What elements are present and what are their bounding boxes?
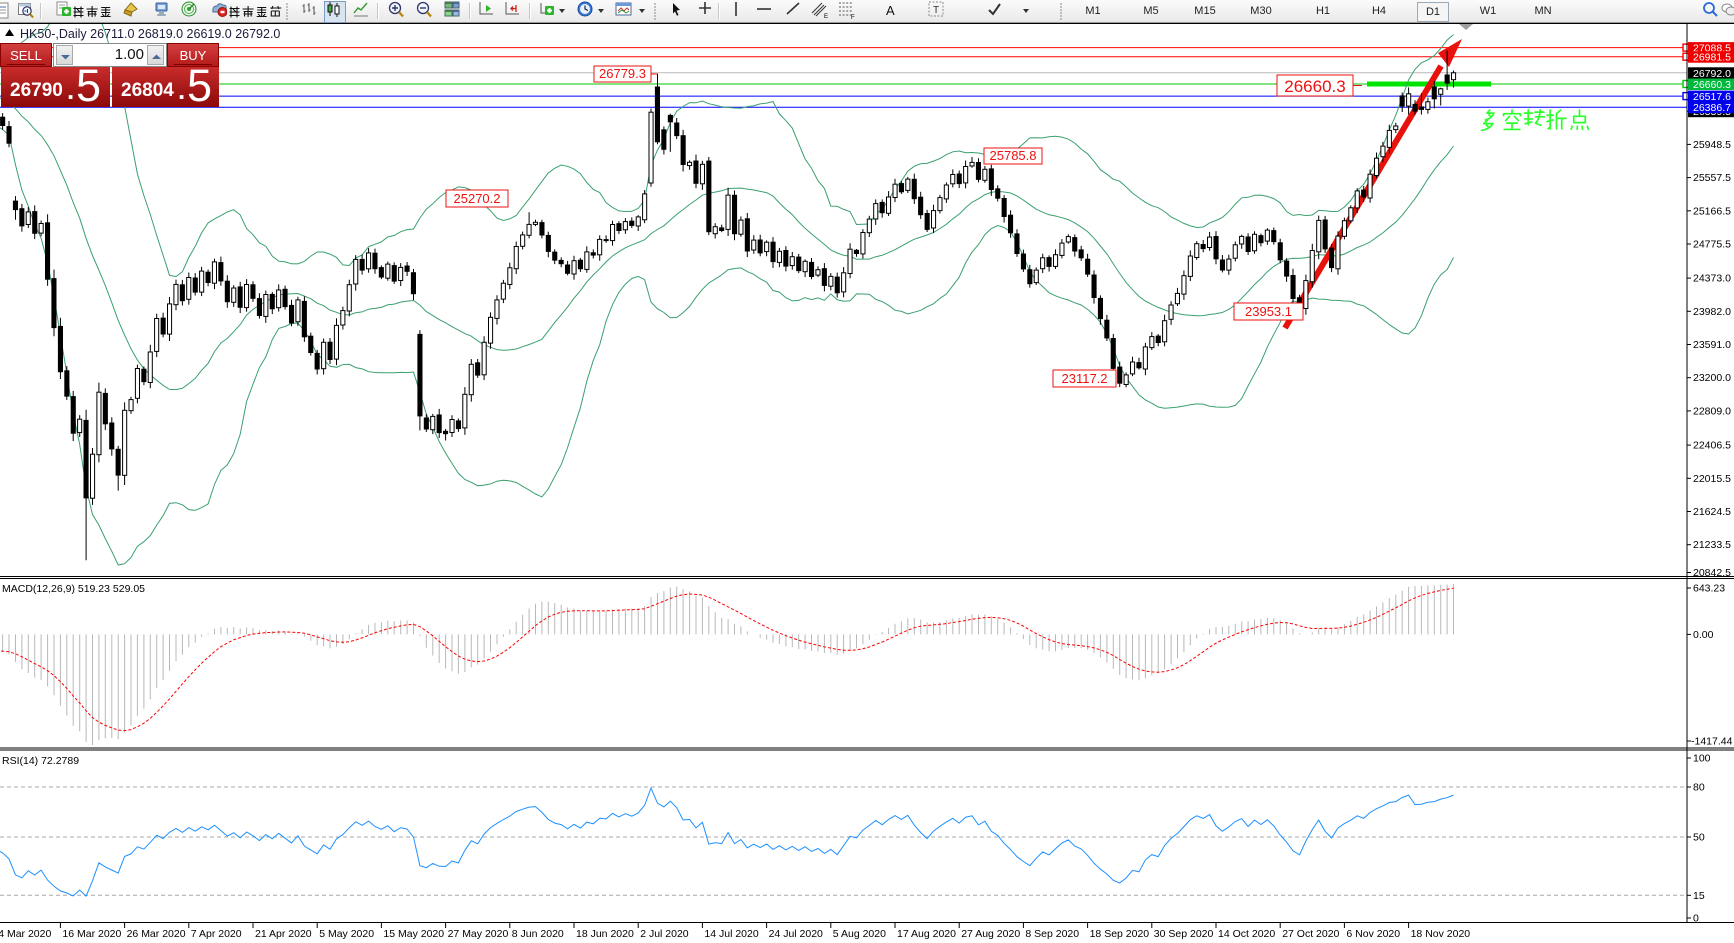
svg-text:23982.0: 23982.0 <box>1693 306 1731 318</box>
svg-text:26517.6: 26517.6 <box>1693 91 1731 103</box>
svg-text:T: T <box>933 5 939 16</box>
svg-text:21 Apr 2020: 21 Apr 2020 <box>255 928 312 940</box>
svg-text:4 Mar 2020: 4 Mar 2020 <box>0 928 51 940</box>
svg-text:RSI(14) 72.2789: RSI(14) 72.2789 <box>2 755 79 767</box>
svg-text:25270.2: 25270.2 <box>454 191 501 206</box>
svg-text:2 Jul 2020: 2 Jul 2020 <box>640 928 689 940</box>
svg-text:50: 50 <box>1693 832 1705 844</box>
svg-text:25785.8: 25785.8 <box>990 148 1037 163</box>
svg-text:23953.1: 23953.1 <box>1245 304 1292 319</box>
svg-text:26 Mar 2020: 26 Mar 2020 <box>127 928 186 940</box>
svg-text:14 Jul 2020: 14 Jul 2020 <box>704 928 758 940</box>
svg-text:23200.0: 23200.0 <box>1693 372 1731 384</box>
svg-text:21233.5: 21233.5 <box>1693 539 1731 551</box>
svg-text:26660.3: 26660.3 <box>1284 77 1345 96</box>
svg-text:26660.3: 26660.3 <box>1693 79 1731 91</box>
svg-text:15: 15 <box>1693 890 1705 902</box>
svg-text:5 May 2020: 5 May 2020 <box>319 928 374 940</box>
svg-text:6 Nov 2020: 6 Nov 2020 <box>1346 928 1400 940</box>
svg-text:22015.5: 22015.5 <box>1693 473 1731 485</box>
svg-text:HK50-,Daily 26711.0 26819.0 2: HK50-,Daily 26711.0 26819.0 26619.0 2679… <box>20 27 280 41</box>
svg-text:22809.0: 22809.0 <box>1693 405 1731 417</box>
svg-text:8 Sep 2020: 8 Sep 2020 <box>1025 928 1079 940</box>
svg-text:MACD(12,26,9) 519.23 529.05: MACD(12,26,9) 519.23 529.05 <box>2 583 145 595</box>
svg-text:E: E <box>824 14 828 20</box>
svg-text:27 May 2020: 27 May 2020 <box>448 928 509 940</box>
svg-text:26981.5: 26981.5 <box>1693 52 1731 64</box>
svg-text:18 Sep 2020: 18 Sep 2020 <box>1090 928 1150 940</box>
svg-text:27 Oct 2020: 27 Oct 2020 <box>1282 928 1339 940</box>
svg-text:F: F <box>851 15 855 21</box>
svg-text:24 Jul 2020: 24 Jul 2020 <box>769 928 823 940</box>
svg-text:16 Mar 2020: 16 Mar 2020 <box>62 928 121 940</box>
svg-text:17 Aug 2020: 17 Aug 2020 <box>897 928 956 940</box>
svg-text:25166.5: 25166.5 <box>1693 205 1731 217</box>
svg-text:5 Aug 2020: 5 Aug 2020 <box>833 928 886 940</box>
svg-text:21624.5: 21624.5 <box>1693 506 1731 518</box>
svg-text:24373.0: 24373.0 <box>1693 273 1731 285</box>
svg-text:0: 0 <box>1693 913 1699 925</box>
svg-text:14 Oct 2020: 14 Oct 2020 <box>1218 928 1275 940</box>
svg-text:22406.5: 22406.5 <box>1693 440 1731 452</box>
svg-text:25948.5: 25948.5 <box>1693 139 1731 151</box>
svg-text:23591.0: 23591.0 <box>1693 339 1731 351</box>
svg-text:643.23: 643.23 <box>1693 583 1725 595</box>
svg-text:18 Jun 2020: 18 Jun 2020 <box>576 928 634 940</box>
svg-text:23117.2: 23117.2 <box>1061 371 1107 386</box>
svg-text:0.00: 0.00 <box>1693 629 1714 641</box>
svg-text:18 Nov 2020: 18 Nov 2020 <box>1411 928 1471 940</box>
svg-text:25557.5: 25557.5 <box>1693 172 1731 184</box>
svg-text:100: 100 <box>1693 753 1711 765</box>
svg-text:-1417.44: -1417.44 <box>1691 736 1733 748</box>
svg-text:8 Jun 2020: 8 Jun 2020 <box>512 928 564 940</box>
svg-text:15 May 2020: 15 May 2020 <box>383 928 444 940</box>
svg-text:7 Apr 2020: 7 Apr 2020 <box>191 928 242 940</box>
svg-text:26386.7: 26386.7 <box>1693 102 1731 114</box>
svg-text:30 Sep 2020: 30 Sep 2020 <box>1154 928 1214 940</box>
svg-text:20842.5: 20842.5 <box>1693 567 1731 579</box>
svg-text:26792.0: 26792.0 <box>1693 68 1731 80</box>
svg-text:24775.5: 24775.5 <box>1693 239 1731 251</box>
svg-text:27 Aug 2020: 27 Aug 2020 <box>961 928 1020 940</box>
svg-text:80: 80 <box>1693 782 1705 794</box>
svg-text:26779.3: 26779.3 <box>599 66 646 81</box>
